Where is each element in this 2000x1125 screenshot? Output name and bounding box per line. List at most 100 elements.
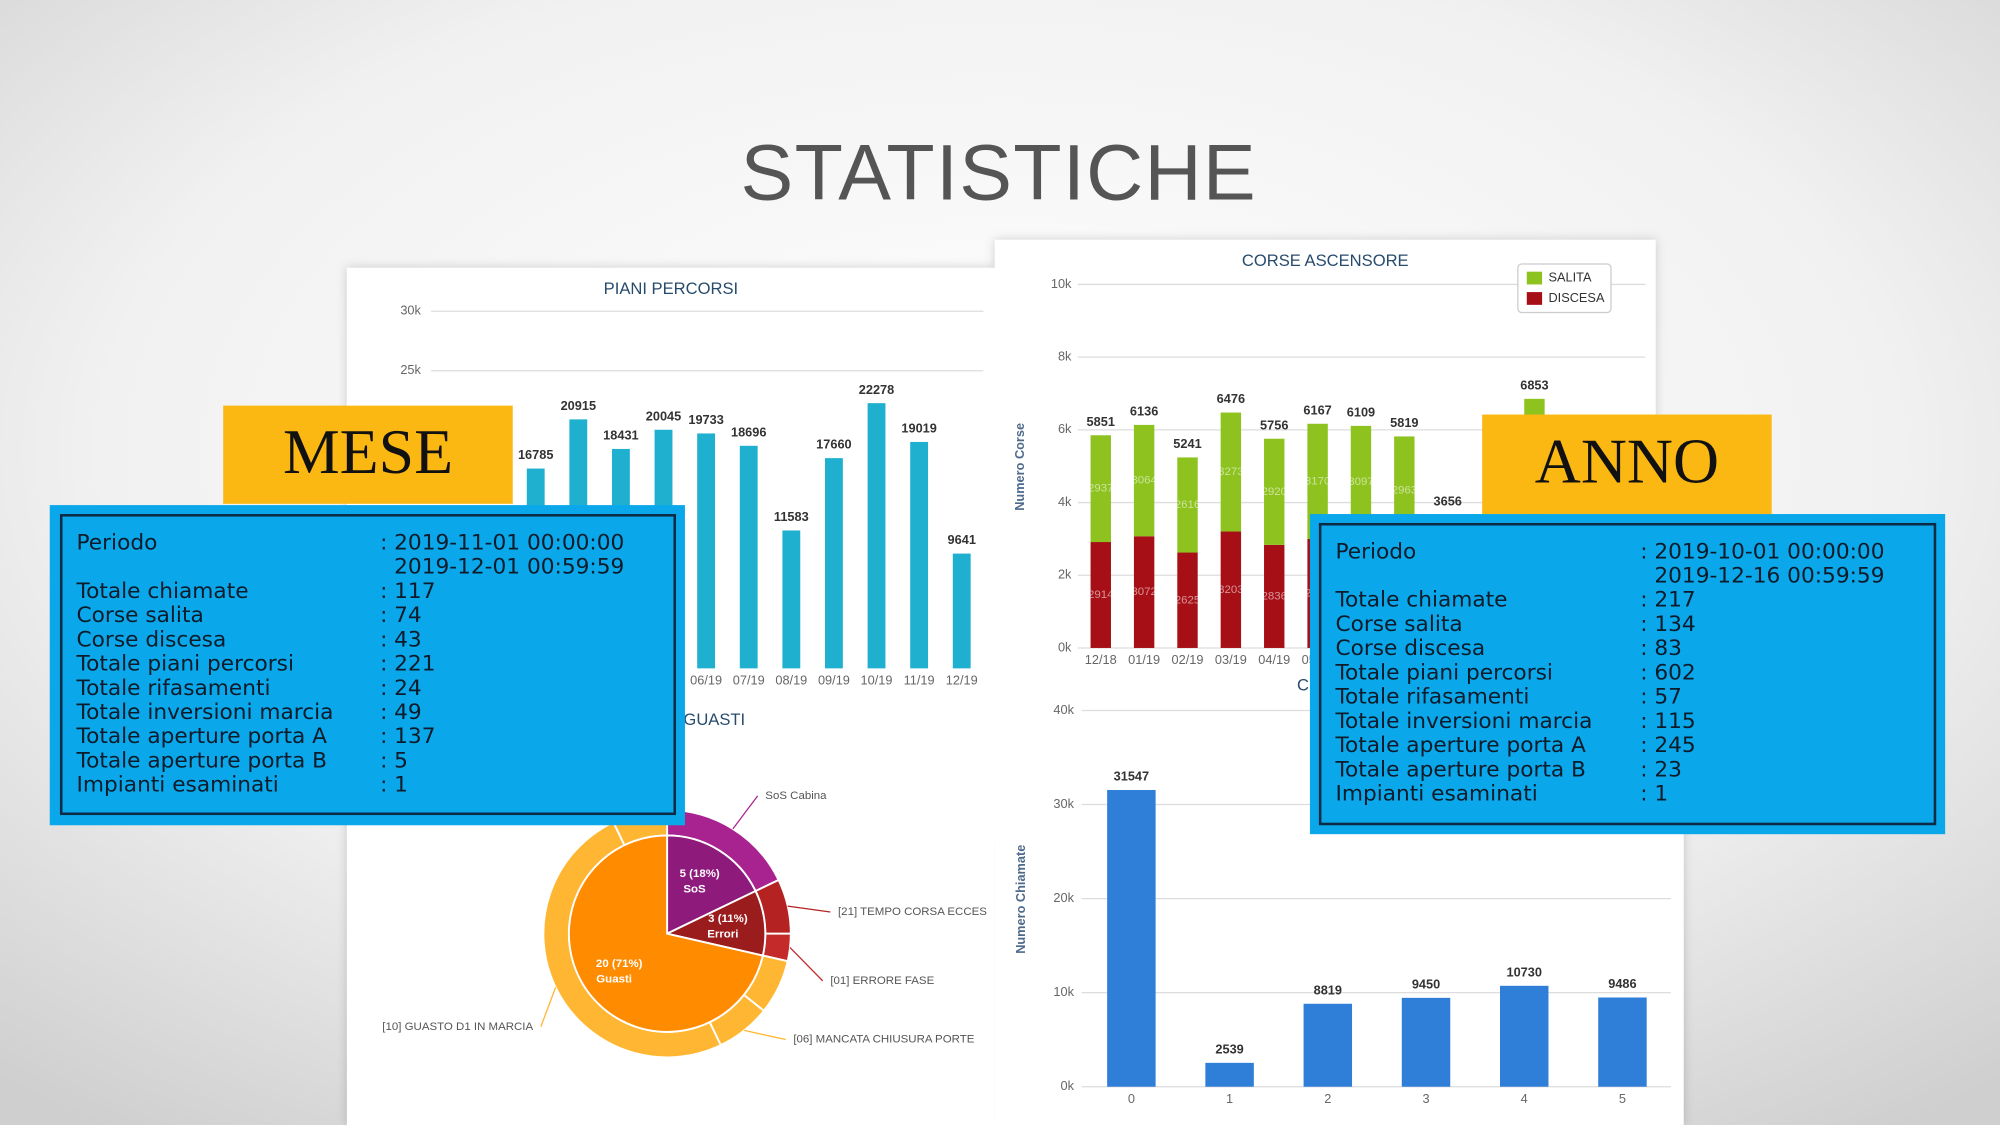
row-separator: : (380, 773, 387, 798)
data-label: 2539 (1215, 1041, 1243, 1056)
segment-label: 3203 (1218, 584, 1244, 596)
row-value: 245 (1654, 733, 1695, 758)
bar (1107, 789, 1156, 1087)
row-separator: : (380, 603, 387, 628)
segment-label: 3097 (1348, 476, 1374, 488)
row-value: 1 (394, 773, 408, 798)
row-separator: : (380, 676, 387, 701)
row-value: 74 (394, 603, 422, 628)
y-axis-title: Numero Chiamate (1013, 845, 1028, 954)
y-axis-title: Numero Corse (1012, 423, 1027, 511)
chart-title: GUASTI (683, 710, 745, 729)
data-label: 19019 (901, 421, 936, 436)
row-label: Impianti esaminati (77, 773, 279, 798)
info-box (49, 505, 685, 826)
chart-title: PIANI PERCORSI (604, 279, 739, 298)
row-separator: : (380, 579, 387, 604)
leader-line (540, 987, 557, 1028)
info-box-border (1318, 522, 1937, 826)
slice-category: Guasti (596, 974, 632, 986)
row-label: Corse discesa (1335, 636, 1485, 661)
bar (910, 441, 929, 669)
row-value: 2019-10-01 00:00:00 (1654, 539, 1884, 564)
data-label: 17660 (816, 437, 851, 452)
bar (825, 458, 843, 669)
row-label: Totale aperture porta B (1334, 757, 1585, 782)
leader-line (789, 947, 824, 982)
y-tick-label: 30k (400, 303, 421, 318)
row-value: 57 (1654, 685, 1682, 710)
total-label: 5851 (1087, 414, 1115, 429)
row-value: 23 (1654, 757, 1682, 782)
row-separator: : (380, 627, 387, 652)
slice-name: [21] TEMPO CORSA ECCES (838, 906, 987, 918)
segment-label: 3072 (1131, 586, 1157, 598)
row-value: 221 (394, 652, 435, 677)
segment-label: 3170 (1305, 475, 1331, 487)
y-tick-label: 20k (1053, 890, 1074, 905)
segment-label: 3064 (1131, 475, 1157, 487)
slice-name: [06] MANCATA CHIUSURA PORTE (793, 1034, 974, 1046)
slice-category: Errori (707, 929, 738, 941)
y-tick-label: 8k (1058, 349, 1072, 364)
row-label: Totale piani percorsi (1334, 660, 1552, 685)
slice-name: [10] GUASTO D1 IN MARCIA (382, 1021, 533, 1033)
x-tick-label: 12/19 (946, 672, 978, 687)
bar (1303, 1003, 1353, 1087)
row-label: Corse discesa (77, 627, 227, 652)
x-tick-label: 1 (1226, 1091, 1233, 1106)
row-value: 49 (394, 700, 422, 725)
y-tick-label: 0k (1061, 1078, 1075, 1093)
chart-title: CORSE ASCENSORE (1242, 251, 1409, 270)
slice-category: SoS (683, 884, 706, 896)
x-tick-label: 03/19 (1215, 652, 1247, 667)
slice-name: SoS Cabina (765, 790, 827, 802)
data-label: 20915 (561, 398, 596, 413)
x-tick-label: 09/19 (818, 672, 850, 687)
row-separator: : (1640, 685, 1647, 710)
data-label: 10730 (1507, 964, 1542, 979)
row-value: 24 (394, 676, 422, 701)
x-tick-label: 06/19 (690, 672, 722, 687)
row-value: 115 (1654, 709, 1695, 734)
slice-value: 20 (71%) (596, 958, 643, 970)
bar (952, 553, 971, 669)
row-separator: : (380, 724, 387, 749)
x-tick-label: 02/19 (1172, 652, 1204, 667)
row-label: Totale rifasamenti (1334, 685, 1529, 710)
bar (1598, 997, 1647, 1087)
y-tick-label: 2k (1058, 567, 1072, 582)
row-separator: : (1640, 612, 1647, 637)
bar-segment (1264, 544, 1285, 648)
bar-segment (1350, 425, 1372, 539)
y-tick-label: 25k (400, 362, 421, 377)
row-separator: : (380, 748, 387, 773)
row-label: Impianti esaminati (1335, 782, 1537, 807)
data-label: 22278 (859, 382, 894, 397)
row-label: Corse salita (1335, 612, 1462, 637)
x-tick-label: 08/19 (775, 672, 807, 687)
row-value: 2019-12-16 00:59:59 (1654, 564, 1884, 589)
segment-label: 2937 (1088, 483, 1114, 495)
tag-box (223, 405, 513, 504)
total-label: 6167 (1303, 402, 1331, 417)
x-tick-label: 5 (1619, 1091, 1626, 1106)
row-label: Totale aperture porta A (76, 724, 328, 749)
data-label: 18696 (731, 424, 766, 439)
bar-segment (1220, 531, 1242, 648)
row-separator: : (1640, 539, 1647, 564)
legend-swatch (1526, 292, 1543, 305)
row-label: Totale aperture porta B (76, 748, 327, 773)
segment-label: 2616 (1175, 499, 1201, 511)
data-label: 20045 (646, 408, 681, 423)
total-label: 5819 (1390, 415, 1418, 430)
bar (867, 403, 886, 669)
x-tick-label: 3 (1422, 1091, 1429, 1106)
row-value: 43 (394, 627, 422, 652)
total-label: 5241 (1173, 436, 1201, 451)
legend-label: DISCESA (1548, 290, 1604, 305)
row-value: 83 (1654, 636, 1682, 661)
bar (739, 445, 758, 669)
